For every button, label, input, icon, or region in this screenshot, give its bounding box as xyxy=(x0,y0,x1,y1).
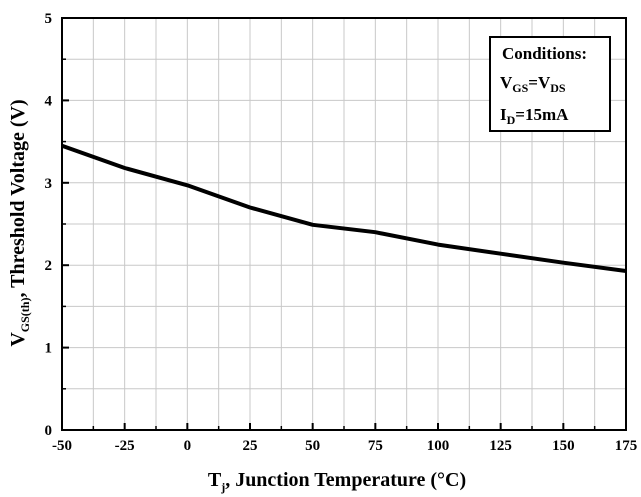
y-tick-label: 4 xyxy=(45,93,53,109)
y-tick-labels: 0 1 2 3 4 5 xyxy=(45,11,53,439)
y-axis-label: VGS(th), Threshold Voltage (V) xyxy=(7,99,32,346)
conditions-frame xyxy=(489,36,611,132)
x-tick-labels: -50 -25 0 25 50 75 100 125 150 175 xyxy=(52,438,637,454)
x-tick-label: 25 xyxy=(243,438,258,454)
conditions-title: Conditions: xyxy=(502,44,587,63)
x-axis-label: Tj, Junction Temperature (°C) xyxy=(208,469,466,494)
y-tick-label: 1 xyxy=(45,341,53,357)
x-tick-label: -25 xyxy=(115,438,135,454)
x-tick-label: 175 xyxy=(615,438,638,454)
x-tick-label: 125 xyxy=(489,438,512,454)
x-tick-label: 0 xyxy=(184,438,192,454)
x-tick-label: -50 xyxy=(52,438,72,454)
axis-ticks xyxy=(61,17,627,431)
conditions-box: Conditions: VGS=VDS ID=15mA xyxy=(489,36,611,132)
y-tick-label: 3 xyxy=(45,176,53,192)
x-tick-label: 150 xyxy=(552,438,575,454)
grid xyxy=(62,18,626,430)
y-tick-label: 2 xyxy=(45,258,53,274)
x-tick-label: 75 xyxy=(368,438,383,454)
conditions-id: ID=15mA xyxy=(500,105,569,127)
y-tick-label: 0 xyxy=(45,423,53,439)
x-tick-label: 100 xyxy=(427,438,450,454)
series-line xyxy=(61,143,627,273)
x-tick-label: 50 xyxy=(305,438,320,454)
y-tick-label: 5 xyxy=(45,11,53,27)
conditions-vgs-vds: VGS=VDS xyxy=(500,73,566,95)
